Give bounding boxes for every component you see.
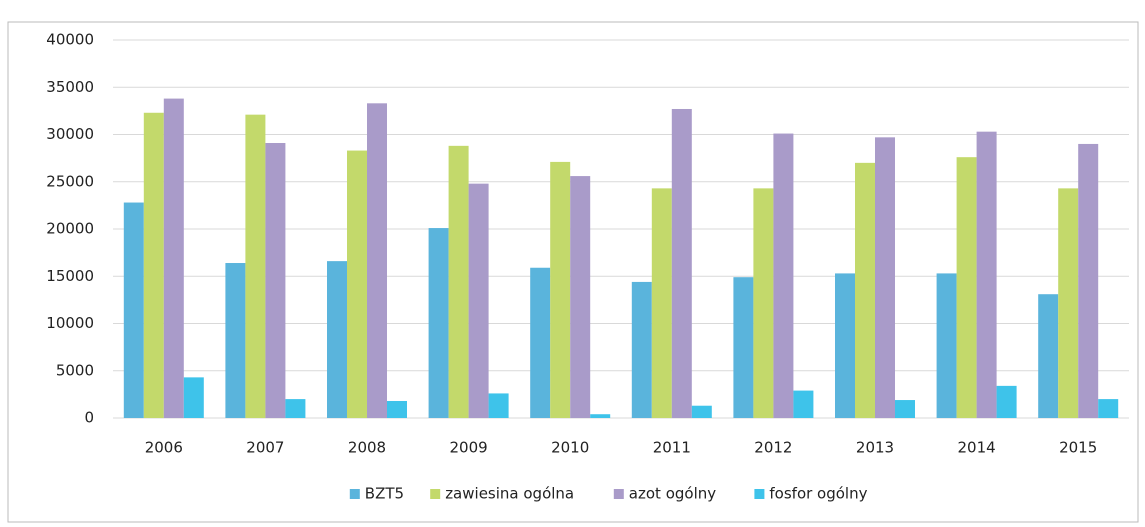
bar xyxy=(550,161,571,418)
y-tick-label: 5000 xyxy=(56,361,94,379)
bar xyxy=(285,399,306,418)
bar xyxy=(671,108,692,419)
y-tick-label: 15000 xyxy=(46,267,94,285)
bar xyxy=(875,137,895,418)
legend-swatch xyxy=(430,489,441,499)
bar xyxy=(733,277,754,418)
legend-label: fosfor ogólny xyxy=(769,485,867,503)
bar xyxy=(245,114,266,418)
x-tick-label: 2015 xyxy=(1059,439,1097,457)
bar xyxy=(143,112,164,418)
bar xyxy=(753,188,774,418)
bar xyxy=(956,157,977,418)
x-tick-label: 2010 xyxy=(551,439,589,457)
bar xyxy=(835,273,855,418)
bar xyxy=(855,162,875,418)
bar xyxy=(530,267,551,418)
bar xyxy=(123,202,144,418)
bar xyxy=(183,377,204,418)
bar xyxy=(327,261,347,418)
y-tick-label: 20000 xyxy=(46,220,94,238)
y-tick-label: 25000 xyxy=(46,172,94,190)
bar xyxy=(1098,399,1119,418)
x-tick-label: 2012 xyxy=(754,439,792,457)
bar xyxy=(976,131,997,419)
bar xyxy=(163,98,184,418)
legend-swatch xyxy=(349,489,360,499)
bar xyxy=(936,273,957,418)
bar xyxy=(225,263,246,418)
bar xyxy=(1038,294,1059,418)
bar xyxy=(793,390,814,418)
bar xyxy=(691,405,712,418)
bar xyxy=(590,414,611,418)
bar xyxy=(448,145,469,418)
x-tick-label: 2014 xyxy=(958,439,996,457)
x-tick-label: 2009 xyxy=(450,439,488,457)
bar xyxy=(1058,188,1079,418)
x-tick-label: 2013 xyxy=(856,439,894,457)
x-tick-label: 2008 xyxy=(348,439,386,457)
bar xyxy=(468,183,489,418)
x-tick-label: 2006 xyxy=(145,439,183,457)
bar xyxy=(367,103,387,418)
bar xyxy=(387,400,407,418)
bar xyxy=(428,228,449,418)
bar xyxy=(488,393,509,418)
bar xyxy=(651,188,672,418)
y-tick-label: 0 xyxy=(84,409,94,427)
legend-swatch xyxy=(613,489,624,499)
x-tick-label: 2011 xyxy=(653,439,691,457)
bar xyxy=(1078,143,1099,418)
legend-label: BZT5 xyxy=(365,485,404,503)
bar xyxy=(773,133,794,418)
bar xyxy=(895,400,915,418)
bar xyxy=(570,176,591,418)
x-tick-label: 2007 xyxy=(246,439,284,457)
bar xyxy=(996,385,1017,418)
legend-swatch xyxy=(754,489,765,499)
legend-label: azot ogólny xyxy=(629,485,716,503)
y-tick-label: 40000 xyxy=(46,31,94,49)
y-tick-label: 10000 xyxy=(46,314,94,332)
bar xyxy=(265,143,286,418)
legend-label: zawiesina ogólna xyxy=(445,485,574,503)
bar xyxy=(347,150,367,418)
y-tick-label: 30000 xyxy=(46,125,94,143)
y-tick-label: 35000 xyxy=(46,78,94,96)
bar xyxy=(631,281,652,418)
